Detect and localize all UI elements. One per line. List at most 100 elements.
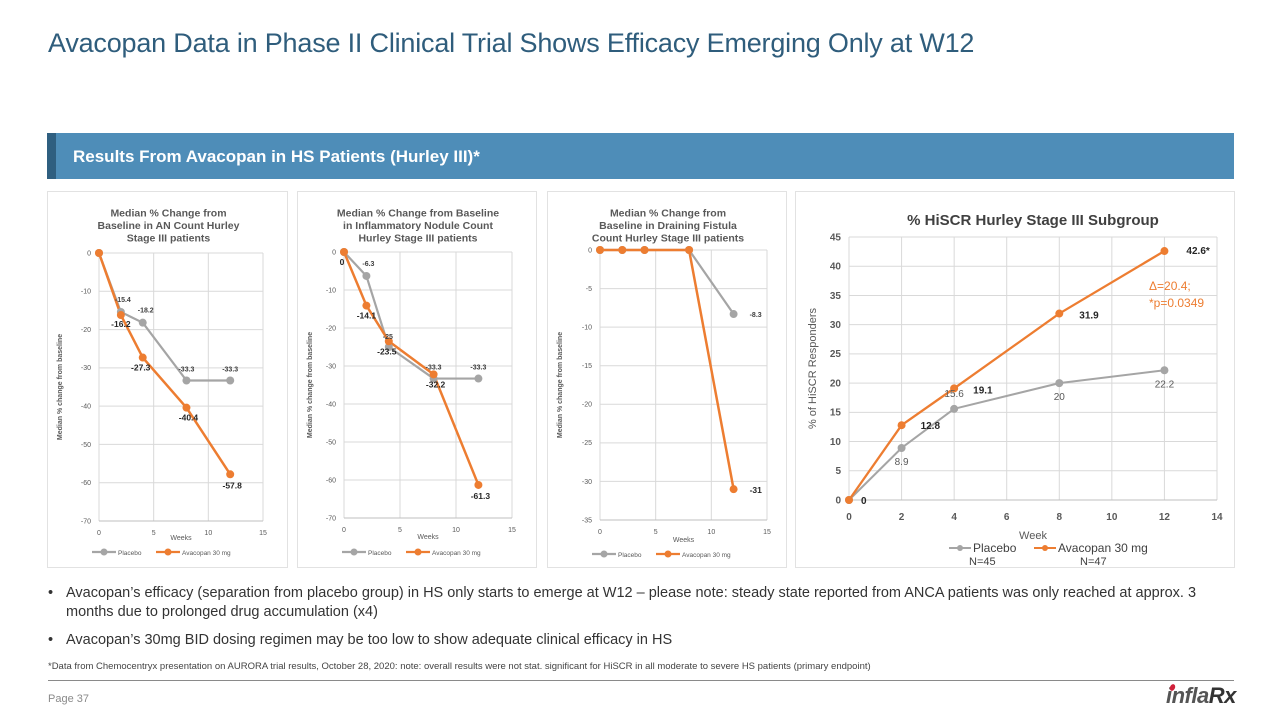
data-point-avacopan bbox=[729, 485, 738, 494]
y-tick-label: 20 bbox=[830, 378, 842, 389]
y-tick-label: -10 bbox=[326, 287, 336, 294]
y-tick-label: 45 bbox=[830, 232, 842, 243]
y-tick-label: -20 bbox=[81, 327, 91, 334]
inflarx-logo: inflaRx bbox=[1166, 683, 1236, 709]
data-label: -14.1 bbox=[357, 311, 377, 321]
bullet-item: • Avacopan’s 30mg BID dosing regimen may… bbox=[48, 631, 1228, 650]
data-label: 12.8 bbox=[921, 421, 941, 432]
x-tick-label: 0 bbox=[97, 530, 101, 537]
legend-label-placebo: Placebo bbox=[118, 550, 142, 557]
bullet-dot: • bbox=[48, 585, 54, 601]
y-tick-label: -30 bbox=[582, 479, 592, 486]
legend-marker-placebo bbox=[350, 548, 358, 556]
data-point-avacopan bbox=[685, 246, 694, 254]
data-point-placebo bbox=[1055, 379, 1064, 388]
legend-label-avacopan: Avacopan 30 mg bbox=[1058, 541, 1148, 555]
y-tick-label: 10 bbox=[830, 437, 842, 448]
y-tick-label: -15 bbox=[582, 363, 592, 370]
series-line-avacopan bbox=[342, 251, 480, 486]
bullet-text: Avacopan’s 30mg BID dosing regimen may b… bbox=[66, 632, 673, 648]
footnote: *Data from Chemocentryx presentation on … bbox=[48, 661, 871, 672]
x-tick-label: 5 bbox=[398, 527, 402, 534]
data-label: -6.3 bbox=[362, 261, 374, 268]
y-axis-label: Median % change from baseline bbox=[307, 332, 314, 438]
legend-n-placebo: N=45 bbox=[969, 556, 996, 568]
legend-label-avacopan: Avacopan 30 mg bbox=[682, 552, 731, 559]
page-number: Page 37 bbox=[48, 693, 89, 705]
y-tick-label: -70 bbox=[326, 515, 336, 522]
data-label: -40.4 bbox=[179, 413, 199, 423]
y-tick-label: -60 bbox=[81, 480, 91, 487]
legend-label-placebo: Placebo bbox=[973, 541, 1017, 555]
y-tick-label: 40 bbox=[830, 262, 842, 273]
chart-title-line: in Inflammatory Nodule Count bbox=[343, 220, 493, 232]
data-label: -33.3 bbox=[178, 366, 194, 373]
x-tick-label: 5 bbox=[654, 529, 658, 536]
x-axis-label: Week bbox=[1019, 530, 1047, 542]
data-point-avacopan bbox=[384, 337, 393, 346]
data-point-placebo bbox=[226, 376, 235, 385]
x-tick-label: 12 bbox=[1159, 512, 1171, 523]
data-label: -15.4 bbox=[115, 297, 131, 304]
x-tick-label: 4 bbox=[951, 512, 957, 523]
y-tick-label: -25 bbox=[582, 440, 592, 447]
data-point-avacopan bbox=[95, 249, 103, 257]
data-point-avacopan bbox=[182, 403, 191, 412]
data-label: -18.2 bbox=[138, 308, 154, 315]
data-point-avacopan bbox=[618, 246, 627, 254]
data-point-placebo bbox=[729, 310, 738, 319]
data-point-placebo bbox=[897, 443, 906, 452]
y-tick-label: -10 bbox=[81, 289, 91, 296]
y-tick-label: -50 bbox=[81, 442, 91, 449]
data-label: -31 bbox=[750, 485, 763, 495]
data-label: 0 bbox=[340, 257, 345, 267]
footer-divider bbox=[48, 680, 1234, 681]
chart-title-line: Stage III patients bbox=[127, 233, 211, 245]
section-header-bar: Results From Avacopan in HS Patients (Hu… bbox=[47, 133, 1234, 179]
data-label: -16.2 bbox=[111, 319, 131, 329]
data-point-avacopan bbox=[640, 246, 649, 254]
data-label: -33.3 bbox=[222, 366, 238, 373]
x-tick-label: 5 bbox=[152, 530, 156, 537]
data-point-avacopan bbox=[1055, 309, 1064, 318]
data-label: -57.8 bbox=[223, 480, 243, 490]
chart-title-line: Median % Change from Baseline bbox=[337, 208, 499, 220]
series-line-avacopan bbox=[97, 252, 232, 475]
chart-hiscr: % HiSCR Hurley Stage III Subgroup 0 5 10 15 2… bbox=[795, 191, 1235, 568]
data-label: 15.6 bbox=[944, 389, 964, 400]
y-tick-label: 35 bbox=[830, 291, 842, 302]
data-point-placebo bbox=[182, 376, 191, 385]
y-tick-label: -20 bbox=[582, 402, 592, 409]
y-tick-label: -5 bbox=[586, 286, 592, 293]
y-tick-label: 0 bbox=[588, 247, 592, 254]
data-label: -33.3 bbox=[426, 365, 442, 372]
x-tick-label: 2 bbox=[899, 512, 905, 523]
section-header-label: Results From Avacopan in HS Patients (Hu… bbox=[73, 147, 480, 166]
legend-label-placebo: Placebo bbox=[618, 552, 642, 559]
y-tick-label: -30 bbox=[81, 365, 91, 372]
data-point-avacopan bbox=[1160, 247, 1169, 256]
y-axis-label: Median % change from baseline bbox=[57, 334, 64, 440]
data-point-placebo bbox=[384, 343, 393, 351]
bullet-dot: • bbox=[48, 632, 54, 648]
chart-title-line: % HiSCR Hurley Stage III Subgroup bbox=[907, 212, 1159, 229]
data-point-avacopan bbox=[845, 496, 853, 504]
data-label: -32.2 bbox=[426, 379, 446, 389]
y-tick-label: -35 bbox=[582, 517, 592, 524]
legend-label-placebo: Placebo bbox=[368, 550, 392, 557]
x-tick-label: 15 bbox=[508, 527, 516, 534]
data-label: -33.3 bbox=[470, 365, 486, 372]
x-tick-label: 10 bbox=[1106, 512, 1118, 523]
chart-an-count: Median % Change from Baseline in AN Count… bbox=[47, 191, 288, 568]
x-tick-label: 14 bbox=[1211, 512, 1223, 523]
significance-annotation: Δ=20.4; bbox=[1149, 279, 1191, 293]
y-tick-label: 0 bbox=[835, 495, 841, 506]
data-point-avacopan bbox=[340, 248, 348, 256]
data-label: 20 bbox=[1054, 392, 1066, 403]
bullet-item: • Avacopan’s efficacy (separation from p… bbox=[48, 584, 1228, 622]
data-label: -61.3 bbox=[471, 491, 491, 501]
y-tick-label: -60 bbox=[326, 477, 336, 484]
data-label: 19.1 bbox=[973, 385, 993, 396]
